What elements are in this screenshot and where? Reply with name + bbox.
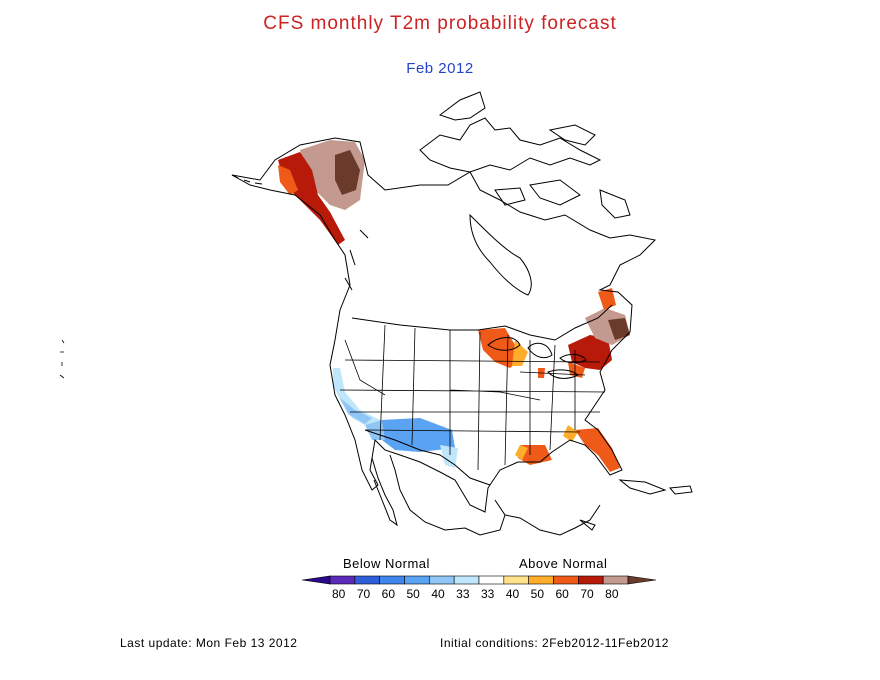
anomaly-florida-orange	[575, 428, 620, 472]
continent-outline	[231, 137, 657, 513]
map-outlines	[231, 91, 693, 536]
state-lines	[339, 324, 606, 471]
us-canada-border	[351, 304, 613, 341]
last-update-text: Last update: Mon Feb 13 2012	[120, 636, 298, 650]
great-lakes	[487, 337, 587, 379]
anomaly-northeast-darkred	[568, 335, 612, 370]
anomaly-florida-gold	[563, 425, 578, 442]
arctic-islands	[419, 91, 631, 219]
chart-subtitle: Feb 2012	[406, 60, 474, 77]
anomaly-wisconsin-gold	[512, 340, 528, 366]
aleutian-islands	[231, 174, 263, 185]
central-america-outline	[504, 504, 601, 536]
left-edge-marks	[59, 339, 65, 379]
anomaly-alaska-red	[278, 152, 345, 245]
anomaly-california-blue	[340, 398, 372, 424]
mexico-outline	[389, 454, 506, 536]
anomaly-alaska-orange	[278, 165, 298, 195]
baja-outline	[371, 457, 398, 527]
anomaly-midatlantic-orange	[568, 362, 585, 378]
anomaly-maine-orange	[598, 288, 616, 310]
anomaly-newengland-dark	[608, 318, 630, 340]
initial-conditions-text: Initial conditions: 2Feb2012-11Feb2012	[440, 636, 669, 650]
legend-above-label: Above Normal	[519, 556, 608, 571]
hudson-bay	[469, 213, 532, 296]
anomaly-fills	[278, 140, 630, 472]
anomaly-louisiana-gold	[515, 445, 528, 460]
legend-below-label: Below Normal	[343, 556, 430, 571]
caribbean-islands	[579, 479, 693, 531]
pacific-coast-islands	[344, 229, 369, 291]
anomaly-alaska-darkbrown	[335, 150, 360, 195]
anomaly-texas-light	[440, 445, 458, 468]
anomaly-southwest-blue	[380, 418, 455, 452]
chart-title: CFS monthly T2m probability forecast	[263, 13, 617, 34]
us-mexico-border	[364, 429, 491, 486]
